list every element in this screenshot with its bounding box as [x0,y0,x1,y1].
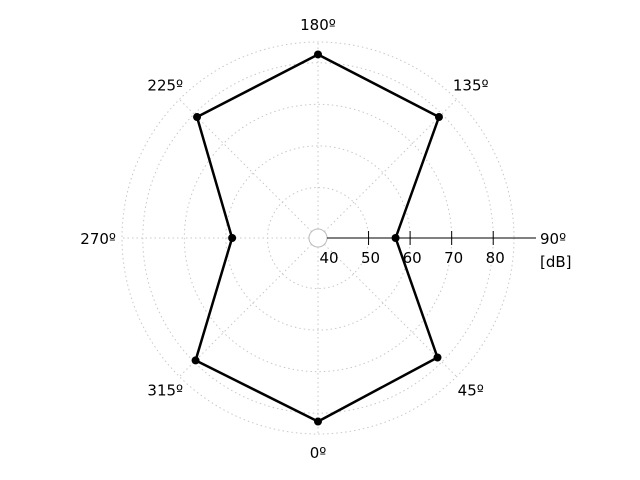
grid-spoke [179,244,312,377]
radial-axis: 40 50 60 70 80 [319,231,536,267]
angle-label: 270º [80,230,116,248]
series [191,50,443,426]
angle-label: 180º [300,16,336,34]
data-point [391,234,400,242]
angle-label: 225º [147,76,183,94]
radial-tick-label: 50 [361,249,380,267]
data-point [433,353,442,362]
radial-tick-label: 70 [444,249,463,267]
data-point [314,417,322,426]
data-point [434,113,443,122]
angle-label: 90º [540,230,566,248]
data-point [314,50,322,59]
angle-label: 45º [458,382,484,400]
center-hole [308,228,328,248]
data-point [191,356,200,365]
data-point [193,113,202,122]
radial-tick-label: 40 [319,249,338,267]
radial-unit-label: [dB] [540,253,572,271]
radial-tick-label: 60 [403,249,422,267]
angle-label: 0º [310,444,327,462]
labels: 0º 45º 90º 135º 180º 225º 270º 315º [80,16,566,462]
data-point [228,234,237,242]
radial-tick-label: 80 [486,249,505,267]
angle-label: 315º [147,382,183,400]
angle-label: 135º [453,76,489,94]
